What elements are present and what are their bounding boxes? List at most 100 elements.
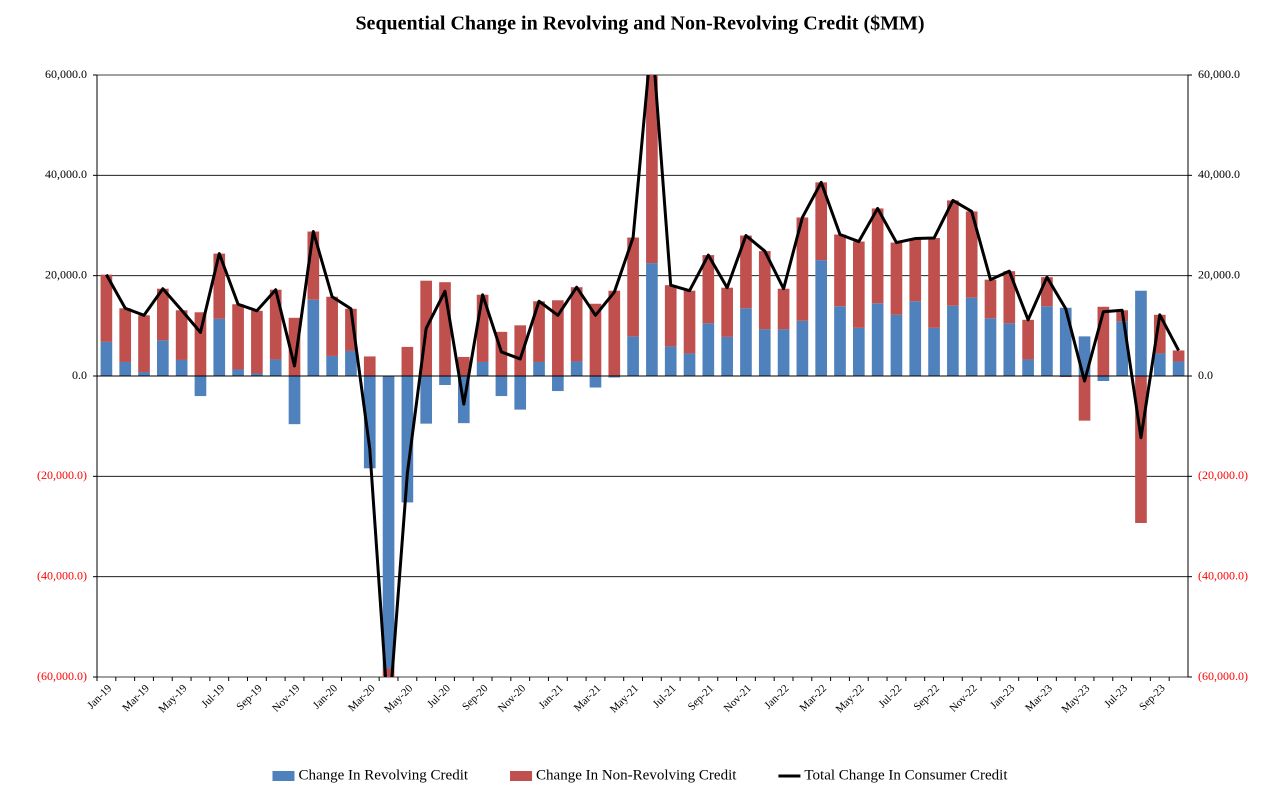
bar <box>552 300 564 376</box>
bar <box>307 231 320 300</box>
y2-tick-label: (20,000.0) <box>1198 468 1248 482</box>
bar <box>815 182 828 261</box>
bar <box>1153 314 1166 354</box>
bar <box>1022 359 1034 376</box>
bar <box>928 327 940 376</box>
bar <box>1041 277 1053 307</box>
legend-label: Change In Revolving Credit <box>298 767 468 783</box>
x-tick-label: Sep-23 <box>1137 682 1168 713</box>
y2-tick-label: 40,000.0 <box>1198 167 1240 181</box>
bar <box>646 263 658 376</box>
x-tick-label: Jan-22 <box>762 682 791 711</box>
bar <box>1059 307 1072 376</box>
x-tick-label: Jul-21 <box>651 682 679 710</box>
legend-swatch <box>510 771 533 781</box>
bar <box>1003 271 1016 324</box>
chart-title: Sequential Change in Revolving and Non-R… <box>355 13 924 35</box>
bar <box>721 336 733 376</box>
bar <box>1135 376 1147 523</box>
bar <box>909 238 922 302</box>
bar <box>251 373 263 376</box>
x-tick-label: May-23 <box>1059 682 1092 715</box>
x-tick-label: Jan-21 <box>537 682 566 711</box>
y-tick-label: 60,000.0 <box>45 67 87 81</box>
bar <box>288 317 301 376</box>
bar <box>476 294 489 362</box>
bar <box>965 211 978 298</box>
x-tick-label: Nov-22 <box>947 682 979 714</box>
bar <box>476 361 489 376</box>
bar <box>157 340 169 376</box>
bar <box>947 200 959 306</box>
y-tick-label: 40,000.0 <box>45 167 87 181</box>
x-tick-label: Nov-19 <box>270 682 303 715</box>
bar <box>100 274 113 342</box>
x-tick-label: May-19 <box>156 682 189 715</box>
bar <box>740 235 752 309</box>
bar <box>758 251 771 330</box>
x-tick-label: Sep-20 <box>460 682 491 713</box>
bar <box>1078 376 1091 421</box>
legend-swatch <box>272 771 295 781</box>
bar <box>138 371 150 376</box>
y-tick-label: (40,000.0) <box>37 568 87 582</box>
bar <box>627 336 639 376</box>
bar <box>608 290 621 376</box>
bar <box>702 323 715 376</box>
legend-item: Change In Non-Revolving Credit <box>510 767 737 783</box>
bar <box>683 353 696 376</box>
bar <box>1097 376 1110 382</box>
bar <box>589 303 602 376</box>
bar <box>157 288 169 341</box>
bar <box>495 376 508 397</box>
legend-label: Total Change In Consumer Credit <box>804 767 1008 783</box>
bar <box>119 308 132 362</box>
bar <box>740 308 752 376</box>
legend: Change In Revolving Credit Change In Non-… <box>272 767 1008 783</box>
bar <box>119 361 132 376</box>
bar <box>213 318 226 376</box>
y2-tick-label: 20,000.0 <box>1198 267 1240 281</box>
bar <box>1172 350 1185 362</box>
x-tick-label: Jan-23 <box>988 682 1018 712</box>
bar <box>702 255 715 324</box>
x-tick-label: May-21 <box>608 682 641 715</box>
y2-tick-label: (60,000.0) <box>1198 669 1248 683</box>
bar <box>721 287 733 337</box>
x-tick-label: Mar-22 <box>797 682 829 714</box>
x-tick-label: Jul-19 <box>199 682 227 710</box>
x-tick-label: Jan-19 <box>85 682 115 712</box>
bar <box>514 376 527 410</box>
line <box>105 75 1180 677</box>
bar <box>533 301 545 362</box>
bar <box>683 290 696 354</box>
bar <box>552 376 564 392</box>
bar <box>589 376 602 388</box>
bar <box>777 329 790 376</box>
y-tick-label: (20,000.0) <box>37 468 87 482</box>
bar <box>796 217 809 321</box>
x-tick-label: May-22 <box>834 682 867 715</box>
bar <box>401 376 414 503</box>
bar <box>627 237 639 337</box>
bar <box>852 327 865 376</box>
bar <box>382 668 395 677</box>
bar <box>947 305 959 376</box>
bar <box>871 303 884 376</box>
x-tick-label: Mar-19 <box>120 682 152 714</box>
bar <box>890 314 903 376</box>
bar <box>382 376 395 669</box>
y2-tick-label: (40,000.0) <box>1198 568 1248 582</box>
bar <box>251 310 263 374</box>
bar <box>457 356 470 376</box>
bar <box>570 361 583 376</box>
bar <box>890 242 903 315</box>
lines <box>105 75 1180 677</box>
bar <box>232 369 244 376</box>
axes: (60,000.0) (40,000.0) (20,000.0) 0.0 20,000.… <box>37 67 1248 716</box>
bar <box>1003 323 1016 376</box>
bar <box>363 356 376 376</box>
bar <box>1135 290 1147 376</box>
legend-item: Total Change In Consumer Credit <box>778 767 1008 783</box>
